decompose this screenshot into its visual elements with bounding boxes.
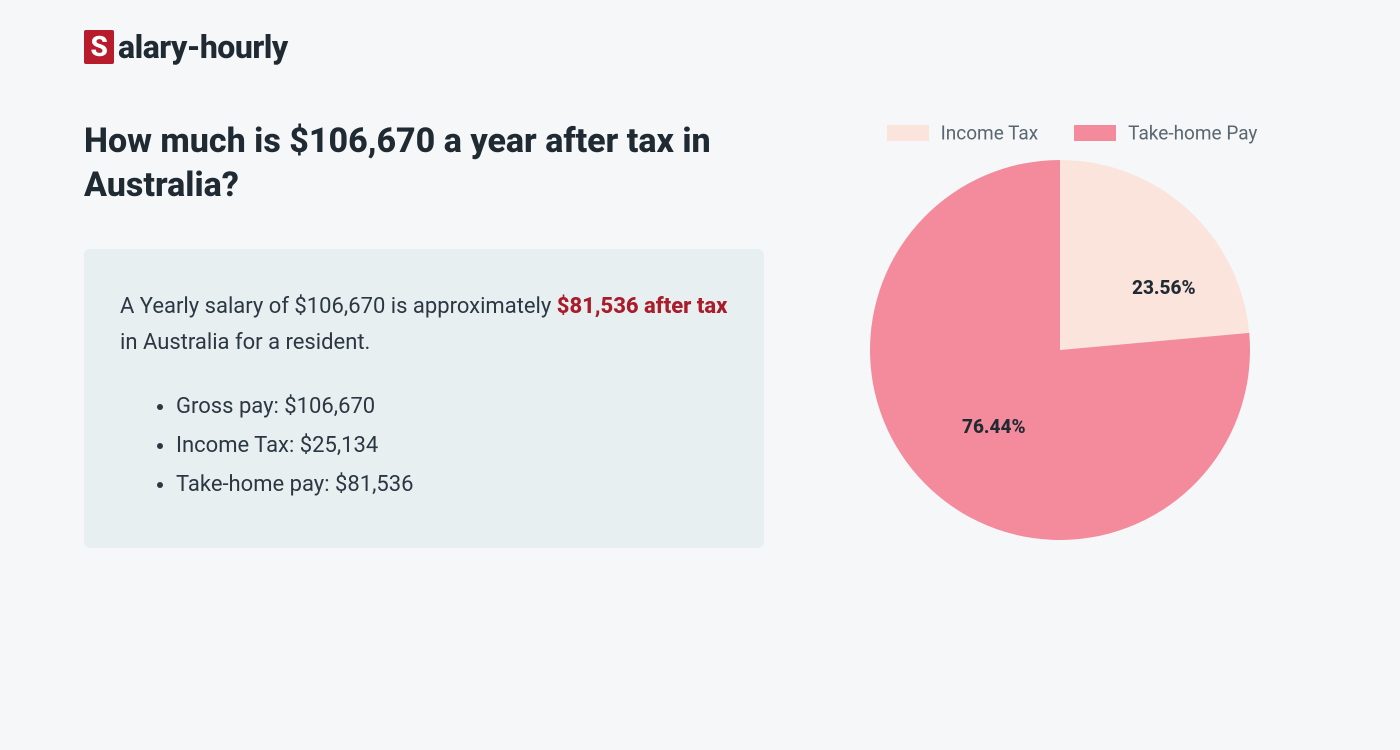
legend-item-take-home: Take-home Pay (1074, 120, 1257, 144)
summary-bullets: Gross pay: $106,670 Income Tax: $25,134 … (120, 388, 728, 504)
right-column: Income Tax Take-home Pay 23.56% 76.44% (804, 120, 1316, 548)
logo-block: S (84, 30, 114, 64)
left-column: How much is $106,670 a year after tax in… (84, 120, 764, 548)
legend-label: Take-home Pay (1128, 121, 1257, 144)
pie-chart: 23.56% 76.44% (870, 160, 1250, 540)
logo-text: alary-hourly (118, 28, 288, 66)
main-region: How much is $106,670 a year after tax in… (84, 120, 1316, 548)
list-item: Gross pay: $106,670 (176, 388, 728, 425)
summary-prefix: A Yearly salary of $106,670 is approxima… (120, 294, 557, 319)
summary-text: A Yearly salary of $106,670 is approxima… (120, 289, 728, 362)
list-item: Take-home pay: $81,536 (176, 466, 728, 503)
legend-swatch (1074, 125, 1116, 141)
pie-legend: Income Tax Take-home Pay (863, 120, 1258, 144)
site-logo: Salary-hourly (84, 28, 1316, 66)
summary-suffix: in Australia for a resident. (120, 330, 370, 355)
legend-label: Income Tax (941, 121, 1039, 144)
pie-svg (870, 160, 1250, 540)
summary-card: A Yearly salary of $106,670 is approxima… (84, 249, 764, 548)
summary-highlight: $81,536 after tax (557, 294, 728, 319)
pie-slice-label-take-home: 76.44% (962, 415, 1026, 438)
page-title: How much is $106,670 a year after tax in… (84, 120, 764, 207)
list-item: Income Tax: $25,134 (176, 427, 728, 464)
legend-item-income-tax: Income Tax (887, 120, 1039, 144)
pie-slice-label-income-tax: 23.56% (1132, 276, 1196, 299)
legend-swatch (887, 125, 929, 141)
